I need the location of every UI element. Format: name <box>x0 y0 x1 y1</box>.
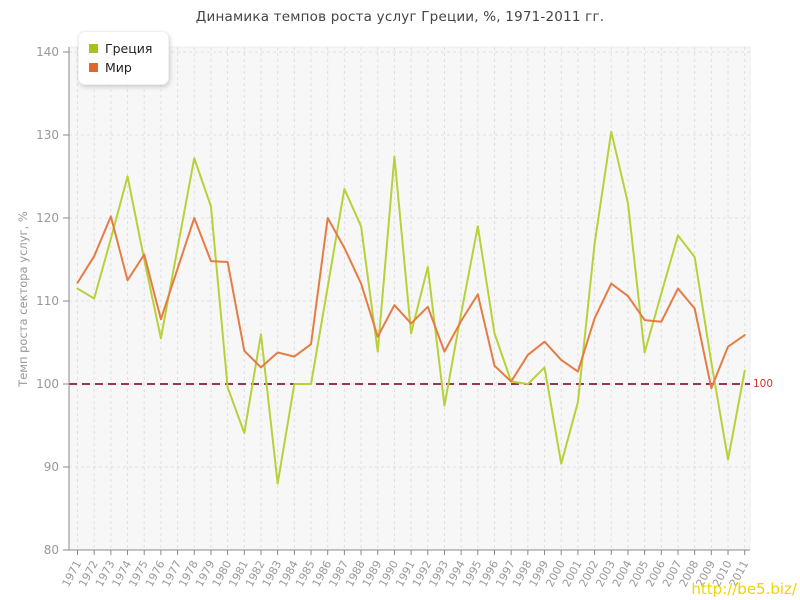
y-tick-label: 100 <box>36 377 59 391</box>
series-line-world <box>76 215 746 390</box>
y-tick-label: 130 <box>36 128 59 142</box>
legend: Греция Мир <box>78 31 170 85</box>
watermark-link[interactable]: http://be5.biz/ <box>691 580 797 598</box>
y-tick-label: 90 <box>44 460 59 474</box>
legend-label-world: Мир <box>105 60 132 75</box>
y-tick-label: 80 <box>44 543 59 557</box>
world-series-swatch-icon <box>89 63 98 72</box>
y-tick-label: 110 <box>36 294 59 308</box>
legend-item-world: Мир <box>89 58 152 77</box>
y-tick-label: 120 <box>36 211 59 225</box>
legend-label-greece: Греция <box>105 41 153 56</box>
legend-item-greece: Греция <box>89 39 152 58</box>
reference-line-label: 100 <box>753 378 774 390</box>
greece-series-swatch-icon <box>89 44 98 53</box>
plot-background <box>68 46 751 551</box>
y-tick-label: 140 <box>36 45 59 59</box>
chart-title: Динамика темпов роста услуг Греции, %, 1… <box>195 9 605 25</box>
series-line-greece <box>76 130 746 485</box>
